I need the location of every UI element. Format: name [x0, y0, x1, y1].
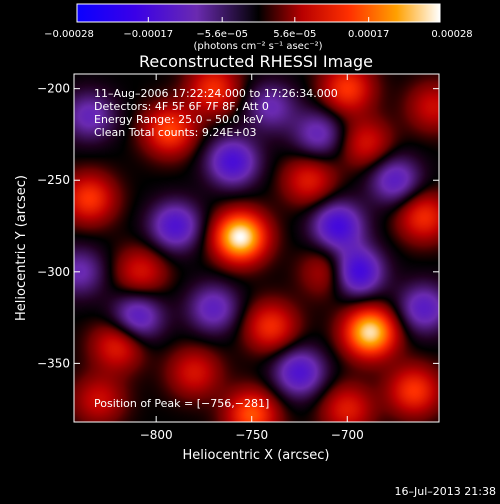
- colorbar-tick-label: 0.00028: [431, 29, 472, 40]
- colorbar-tick-label: 0.00017: [348, 29, 389, 40]
- y-tick-label: −250: [37, 173, 70, 187]
- colorbar: [76, 3, 441, 23]
- annotation-block: 11–Aug–2006 17:22:24.000 to 17:26:34.000…: [94, 87, 338, 139]
- colorbar-tick-label: −0.00028: [44, 29, 94, 40]
- x-axis: −800 −750 −700: [140, 74, 364, 442]
- chart-title: Reconstructed RHESSI Image: [139, 52, 373, 71]
- annotation-energy: Energy Range: 25.0 – 50.0 keV: [94, 113, 264, 126]
- x-axis-label: Heliocentric X (arcsec): [183, 448, 330, 463]
- x-tick-label: −700: [331, 428, 364, 442]
- y-tick-label: −200: [37, 82, 70, 96]
- annotation-time: 11–Aug–2006 17:22:24.000 to 17:26:34.000: [94, 87, 338, 100]
- annotation-detectors: Detectors: 4F 5F 6F 7F 8F, Att 0: [94, 100, 269, 113]
- x-tick-label: −800: [140, 428, 173, 442]
- heatmap-canvas: [74, 74, 439, 422]
- colorbar-ticks: −0.00028 −0.00017 −5.6e−05 5.6e−05 0.00017 0.…: [44, 17, 473, 40]
- y-tick-label: −300: [37, 265, 70, 279]
- y-axis: −200 −250 −300 −350: [37, 82, 439, 370]
- colorbar-tick-label: −0.00017: [123, 29, 173, 40]
- y-axis-label: Heliocentric Y (arcsec): [14, 175, 29, 321]
- y-tick-label: −350: [37, 356, 70, 370]
- render-timestamp: 16–Jul–2013 21:38: [394, 485, 496, 498]
- colorbar-tick-label: 5.6e−05: [273, 29, 316, 40]
- annotation-counts: Clean Total counts: 9.24E+03: [94, 126, 257, 139]
- colorbar-units: (photons cm⁻² s⁻¹ asec⁻²): [193, 41, 322, 52]
- peak-position-label: Position of Peak = [−756,−281]: [94, 397, 269, 410]
- plot-frame: [73, 73, 440, 423]
- x-tick-label: −750: [235, 428, 268, 442]
- image-area: [74, 74, 439, 422]
- colorbar-tick-label: −5.6e−05: [196, 29, 248, 40]
